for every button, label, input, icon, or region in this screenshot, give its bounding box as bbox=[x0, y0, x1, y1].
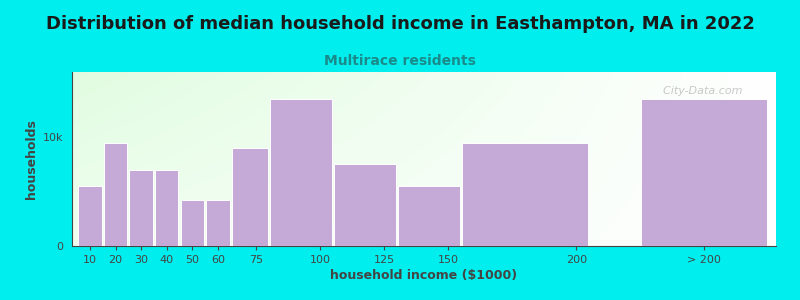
Bar bbox=[398, 186, 460, 246]
Bar bbox=[334, 164, 396, 246]
Y-axis label: households: households bbox=[26, 119, 38, 199]
Text: Multirace residents: Multirace residents bbox=[324, 54, 476, 68]
X-axis label: household income ($1000): household income ($1000) bbox=[330, 269, 518, 282]
Bar bbox=[155, 170, 178, 246]
Text: City-Data.com: City-Data.com bbox=[656, 86, 743, 96]
Bar bbox=[104, 143, 127, 246]
Bar bbox=[206, 200, 230, 246]
Bar bbox=[181, 200, 204, 246]
Text: Distribution of median household income in Easthampton, MA in 2022: Distribution of median household income … bbox=[46, 15, 754, 33]
Bar bbox=[270, 99, 332, 246]
Bar bbox=[462, 143, 588, 246]
Bar bbox=[78, 186, 102, 246]
Bar bbox=[232, 148, 268, 246]
Bar bbox=[642, 99, 767, 246]
Bar bbox=[130, 170, 153, 246]
